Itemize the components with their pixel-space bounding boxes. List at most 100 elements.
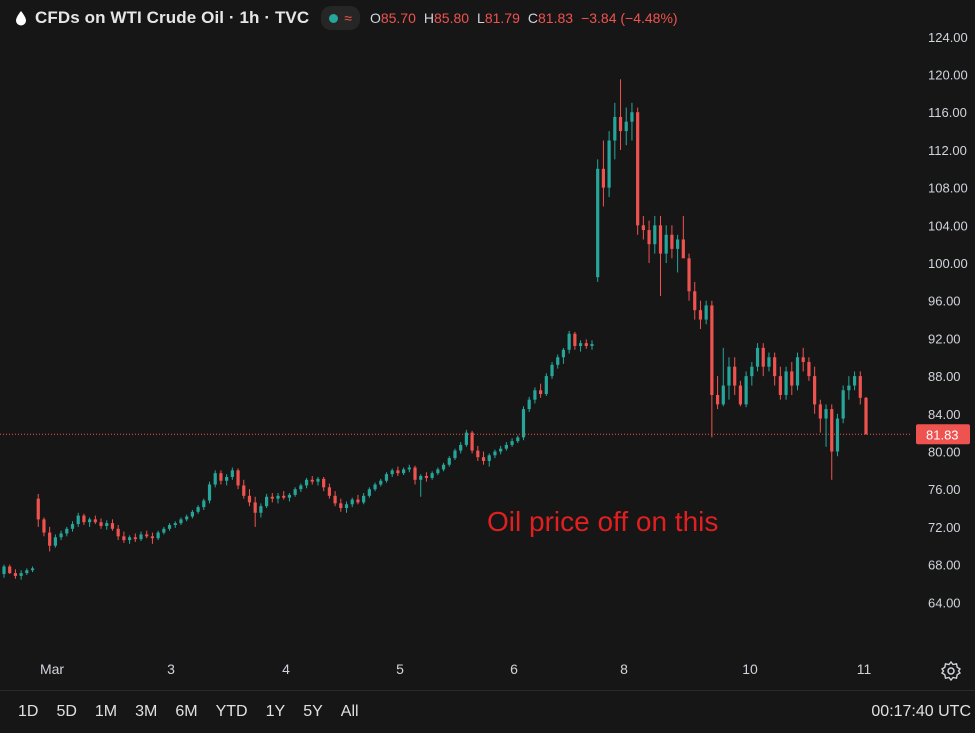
chart-canvas[interactable]: 64.00 68.00 72.00 76.00 80.00 84.00 88.00 92.00… [0, 0, 975, 690]
candle [578, 340, 583, 352]
candle [744, 371, 748, 408]
candle-body [430, 473, 434, 478]
candle [550, 361, 554, 379]
candle [784, 366, 788, 400]
candle-body [2, 566, 6, 575]
candle-body [464, 432, 468, 445]
candle [721, 347, 725, 407]
candle [287, 492, 292, 502]
candle-body [510, 441, 514, 445]
time-axis[interactable]: Mar 3 4 5 6 8 10 11 [40, 661, 872, 677]
change-value: −3.84 (−4.48%) [581, 10, 678, 26]
price-tick-label: 68.00 [928, 558, 961, 573]
candle-body [533, 390, 537, 400]
utc-clock[interactable]: 00:17:40 UTC [871, 703, 971, 720]
candle-body [453, 450, 457, 459]
range-1m-button[interactable]: 1M [94, 703, 118, 720]
candle-body [441, 464, 446, 470]
range-3m-button[interactable]: 3M [135, 703, 158, 720]
candle [567, 330, 571, 354]
candle [693, 281, 697, 320]
candle [504, 442, 508, 451]
candle [653, 215, 657, 254]
range-1d-button[interactable]: 1D [18, 703, 39, 720]
price-tick-label: 108.00 [928, 181, 968, 196]
candle-body [670, 234, 674, 249]
low-label: L [477, 10, 485, 26]
range-all-button[interactable]: All [340, 703, 359, 720]
range-6m-button[interactable]: 6M [175, 703, 198, 720]
candle [316, 476, 320, 486]
candle [710, 300, 714, 438]
candle-body [516, 437, 520, 442]
candle-body [202, 500, 206, 508]
candle [322, 476, 326, 492]
candle [641, 215, 645, 240]
range-toolbar: 1D 5D 1M 3M 6M YTD 1Y 5Y All 00:17:40 UT… [0, 690, 975, 733]
candle [185, 514, 189, 522]
candle-body [270, 496, 274, 499]
candle [367, 487, 371, 498]
high-label: H [423, 10, 434, 26]
candle-body [390, 470, 394, 475]
candle [162, 526, 166, 535]
range-1y-button[interactable]: 1Y [265, 703, 286, 720]
last-price-label: 81.83 [926, 427, 959, 442]
market-open-dot-icon [329, 13, 339, 23]
candle-body [698, 310, 703, 320]
range-5y-button[interactable]: 5Y [303, 703, 323, 720]
time-tick-label: 3 [167, 661, 175, 677]
price-tick-label: 104.00 [928, 218, 968, 233]
candle-body [561, 349, 566, 358]
candle [42, 517, 46, 537]
candle-body [230, 470, 234, 477]
candle-body [447, 458, 451, 465]
candle [584, 339, 588, 349]
candle [539, 383, 543, 398]
candle [362, 492, 366, 505]
candle [430, 471, 434, 480]
candle [556, 354, 560, 369]
time-tick-label: 4 [282, 661, 290, 677]
symbol-title[interactable]: CFDs on WTI Crude Oil · 1h · TVC [35, 8, 310, 27]
candle [327, 483, 331, 499]
candle-body [327, 487, 331, 496]
price-axis[interactable]: 64.00 68.00 72.00 76.00 80.00 84.00 88.00 92.00… [928, 30, 968, 610]
candle-body [767, 357, 771, 367]
candle [613, 102, 617, 160]
candle-body [379, 480, 383, 485]
range-5d-button[interactable]: 5D [56, 703, 77, 720]
candle [516, 435, 520, 444]
candle-body [636, 112, 640, 226]
candle [470, 430, 474, 454]
candle [122, 531, 126, 543]
candle [2, 564, 6, 578]
candle-body [864, 397, 868, 435]
candle-body [247, 495, 252, 503]
candle-body [596, 168, 600, 278]
candle [459, 442, 463, 454]
wave-icon: ≈ [344, 10, 352, 26]
candle-body [818, 404, 822, 419]
candle-body [356, 499, 360, 503]
candle [236, 468, 240, 490]
candle [219, 470, 223, 485]
candle-body [852, 376, 857, 386]
candle [436, 467, 440, 476]
candle-body [110, 523, 115, 529]
candle-body [190, 511, 194, 517]
candle-body [556, 357, 560, 365]
ohlc-values: O85.70 H85.80 L81.79 C81.83 −3.84 (−4.48… [370, 10, 678, 26]
candle-body [82, 515, 86, 523]
candle [253, 496, 257, 527]
candle-body [339, 503, 343, 509]
status-badge[interactable]: ≈ [321, 6, 360, 30]
candle-body [835, 418, 840, 452]
candle [30, 566, 35, 573]
range-ytd-button[interactable]: YTD [215, 703, 248, 720]
candle-body [470, 432, 474, 451]
candle-body [333, 495, 337, 504]
candle-body [687, 258, 691, 292]
candle [196, 505, 200, 514]
settings-gear-icon[interactable] [940, 660, 962, 682]
